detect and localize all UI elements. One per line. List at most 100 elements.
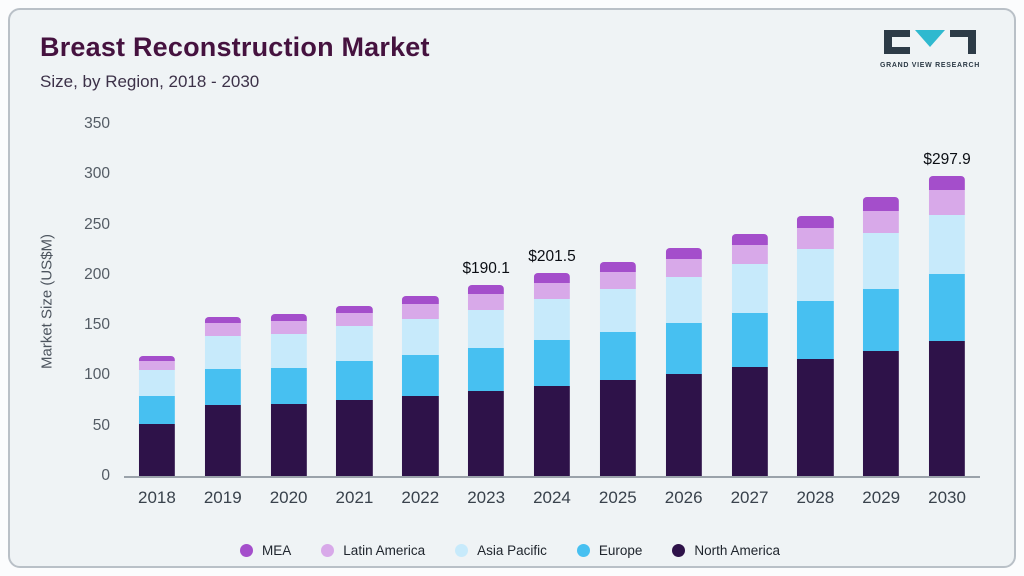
bar-column-2028: 2028 [782, 124, 848, 507]
segment-2020-latin-america[interactable] [270, 321, 307, 335]
segment-2027-north-america[interactable] [731, 367, 768, 476]
segment-2025-asia-pacific[interactable] [599, 288, 636, 333]
segment-2018-asia-pacific[interactable] [138, 370, 176, 396]
segment-2026-mea[interactable] [665, 247, 702, 259]
segment-2026-latin-america[interactable] [665, 258, 702, 277]
chart-card: Breast Reconstruction Market Size, by Re… [8, 8, 1016, 568]
segment-2023-latin-america[interactable] [468, 294, 505, 311]
y-tick-300: 300 [84, 165, 110, 183]
legend-item-latin-america[interactable]: Latin America [321, 543, 425, 558]
segment-2025-latin-america[interactable] [599, 271, 636, 289]
segment-2021-asia-pacific[interactable] [336, 326, 373, 362]
segment-2019-europe[interactable] [204, 369, 241, 405]
segment-2028-europe[interactable] [797, 301, 834, 360]
segment-2024-asia-pacific[interactable] [533, 299, 571, 341]
segment-2027-mea[interactable] [731, 233, 768, 245]
segment-2029-mea[interactable] [863, 197, 900, 211]
segment-2020-mea[interactable] [270, 314, 307, 322]
segment-2024-latin-america[interactable] [533, 282, 571, 300]
segment-2030-europe[interactable] [928, 273, 966, 342]
segment-2026-europe[interactable] [665, 323, 702, 375]
value-label-2024: $201.5 [528, 248, 576, 266]
segment-2027-latin-america[interactable] [731, 244, 768, 264]
bar-2029[interactable] [863, 197, 900, 476]
segment-2025-europe[interactable] [599, 332, 636, 381]
segment-2018-latin-america[interactable] [138, 361, 176, 371]
segment-2025-north-america[interactable] [599, 380, 636, 476]
segment-2029-latin-america[interactable] [863, 210, 900, 233]
bar-column-2030: $297.9 2030 [914, 124, 980, 507]
legend-item-north-america[interactable]: North America [672, 543, 780, 558]
bar-2026[interactable] [665, 247, 702, 476]
x-label-2018: 2018 [138, 488, 176, 507]
legend-dot-icon [321, 544, 335, 557]
bar-2020[interactable] [270, 314, 307, 476]
segment-2024-mea[interactable] [533, 273, 571, 283]
segment-2029-europe[interactable] [863, 288, 900, 352]
bar-2022[interactable] [402, 296, 439, 476]
segment-2023-north-america[interactable] [468, 390, 505, 476]
bar-2030[interactable] [928, 176, 966, 476]
segment-2022-europe[interactable] [402, 355, 439, 396]
segment-2019-asia-pacific[interactable] [204, 336, 241, 370]
segment-2018-north-america[interactable] [138, 423, 176, 476]
segment-2021-mea[interactable] [336, 306, 373, 314]
bar-2028[interactable] [797, 215, 834, 476]
legend-label-latin-america: Latin America [343, 543, 426, 558]
segment-2029-asia-pacific[interactable] [863, 232, 900, 289]
segment-2020-europe[interactable] [270, 368, 307, 404]
legend-item-europe[interactable]: Europe [576, 543, 642, 558]
segment-2029-north-america[interactable] [863, 351, 900, 476]
bar-2027[interactable] [731, 233, 768, 476]
segment-2027-asia-pacific[interactable] [731, 263, 768, 314]
segment-2024-europe[interactable] [533, 340, 571, 386]
header: Breast Reconstruction Market Size, by Re… [40, 32, 430, 92]
bar-2025[interactable] [599, 261, 636, 476]
legend-item-asia-pacific[interactable]: Asia Pacific [455, 543, 547, 558]
segment-2028-north-america[interactable] [797, 359, 834, 476]
bars-container: 2018 2019 2020 2021 2022 $190.1 2023 $201.5 2024… [124, 124, 980, 507]
segment-2022-north-america[interactable] [402, 395, 439, 476]
segment-2022-latin-america[interactable] [402, 304, 439, 320]
segment-2023-asia-pacific[interactable] [468, 310, 505, 349]
segment-2023-europe[interactable] [468, 348, 505, 391]
segment-2030-asia-pacific[interactable] [928, 214, 966, 274]
segment-2022-mea[interactable] [402, 296, 439, 305]
legend: MEA Latin America Asia Pacific Europe North … [36, 543, 984, 558]
segment-2030-mea[interactable] [928, 176, 966, 191]
segment-2023-mea[interactable] [468, 284, 505, 295]
segment-2019-latin-america[interactable] [204, 323, 241, 337]
segment-2021-north-america[interactable] [336, 399, 373, 476]
segment-2026-north-america[interactable] [665, 374, 702, 476]
page-title: Breast Reconstruction Market [40, 32, 430, 62]
segment-2028-asia-pacific[interactable] [797, 248, 834, 302]
segment-2019-mea[interactable] [204, 317, 241, 324]
gvr-logo-text: GRAND VIEW RESEARCH [879, 62, 981, 69]
legend-label-asia-pacific: Asia Pacific [477, 543, 547, 558]
bar-2023[interactable] [468, 284, 505, 476]
segment-2028-latin-america[interactable] [797, 227, 834, 249]
segment-2018-mea[interactable] [138, 356, 176, 362]
segment-2021-europe[interactable] [336, 361, 373, 400]
y-tick-0: 0 [101, 467, 110, 484]
bar-2021[interactable] [336, 306, 373, 476]
bar-2018[interactable] [138, 356, 176, 476]
segment-2030-latin-america[interactable] [928, 190, 966, 215]
legend-item-mea[interactable]: MEA [240, 543, 291, 558]
legend-label-north-america: North America [694, 543, 780, 558]
segment-2022-asia-pacific[interactable] [402, 319, 439, 356]
segment-2018-europe[interactable] [138, 395, 176, 424]
segment-2019-north-america[interactable] [204, 404, 241, 476]
segment-2025-mea[interactable] [599, 261, 636, 272]
segment-2024-north-america[interactable] [533, 385, 571, 476]
segment-2020-north-america[interactable] [270, 403, 307, 476]
segment-2027-europe[interactable] [731, 313, 768, 368]
bar-2019[interactable] [204, 317, 241, 476]
bar-2024[interactable] [533, 273, 571, 476]
segment-2028-mea[interactable] [797, 215, 834, 228]
y-axis-title: Market Size (US$M) [38, 233, 56, 369]
segment-2021-latin-america[interactable] [336, 313, 373, 327]
segment-2030-north-america[interactable] [928, 341, 966, 476]
segment-2020-asia-pacific[interactable] [270, 334, 307, 369]
segment-2026-asia-pacific[interactable] [665, 276, 702, 324]
